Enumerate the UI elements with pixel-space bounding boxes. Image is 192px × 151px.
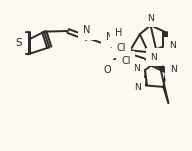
Text: N: N [133,64,140,73]
Text: S: S [16,38,22,48]
Text: N: N [134,83,140,92]
Text: N: N [169,42,175,50]
Text: O: O [103,65,111,75]
Text: N: N [147,14,154,23]
Text: N: N [83,25,91,35]
Text: N: N [150,53,157,62]
Text: Cl: Cl [121,56,131,66]
Text: N: N [170,65,177,74]
Text: H: H [115,28,123,38]
Text: Cl: Cl [117,43,126,53]
Text: N: N [106,32,114,42]
